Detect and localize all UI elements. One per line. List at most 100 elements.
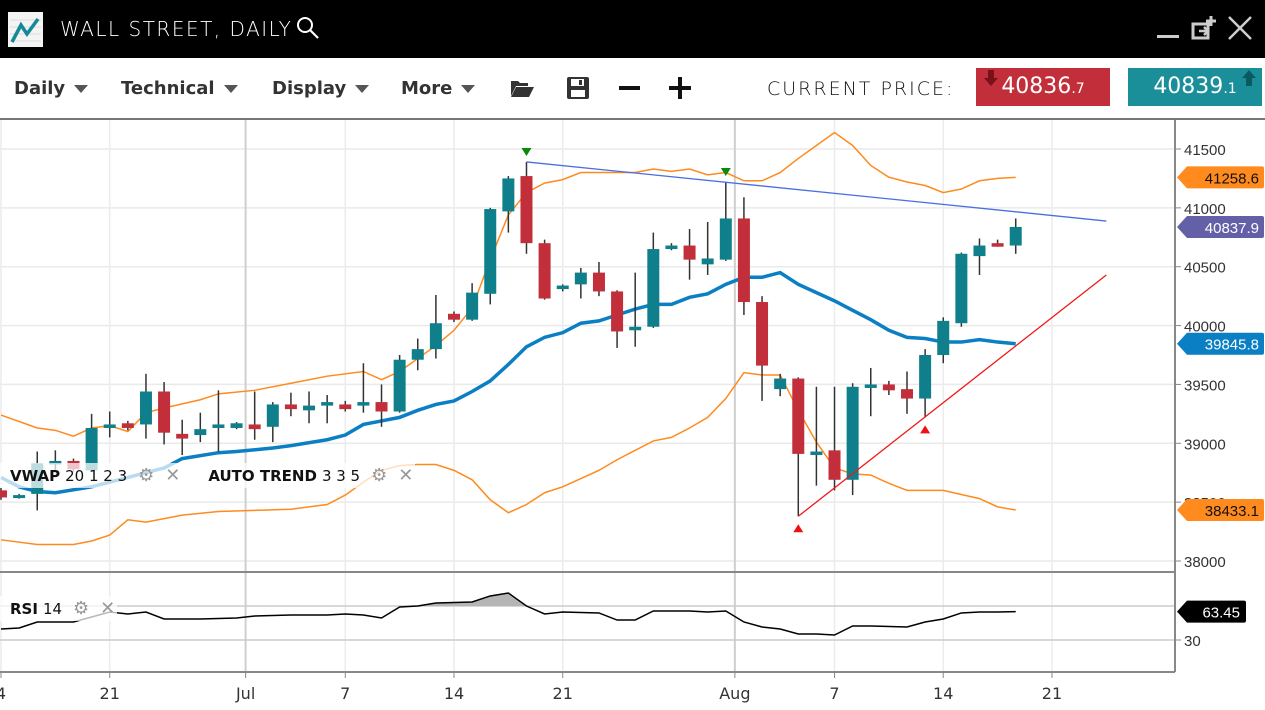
y-tick-label: 41000 xyxy=(1184,201,1226,218)
bid-price-fraction: .7 xyxy=(1071,81,1085,97)
ask-price-button[interactable]: 40839.1 xyxy=(1128,68,1262,106)
candle-up xyxy=(429,323,442,350)
candle-up xyxy=(937,320,950,355)
toolbar: Daily Technical Display More CURRENT PRI… xyxy=(0,58,1265,120)
candle-up xyxy=(212,424,225,428)
candle-down xyxy=(121,423,134,428)
vwap-legend: VWAP 20 1 2 3 ⚙ ✕ AUTO TREND 3 3 5 ⚙ ✕ xyxy=(0,463,416,488)
candle-up xyxy=(647,249,660,327)
vwap-line xyxy=(0,270,1016,495)
rsi-overbought-fill xyxy=(399,592,527,606)
y-tick-label: 40500 xyxy=(1184,260,1226,277)
current-price-label: CURRENT PRICE: xyxy=(767,78,955,100)
x-tick-label: 21 xyxy=(100,684,120,703)
candle-down xyxy=(375,402,388,412)
chart-logo-icon xyxy=(8,12,43,47)
price-label-value: 40837.9 xyxy=(1205,220,1259,237)
x-tick-label: 4 xyxy=(0,684,6,703)
candle-down xyxy=(611,291,624,332)
x-tick-label: 21 xyxy=(553,684,573,703)
more-menu[interactable]: More xyxy=(401,78,476,99)
price-label-tag xyxy=(1177,166,1264,189)
rsi-legend: RSI 14 ⚙ ✕ xyxy=(0,596,118,621)
y-tick-label: 38000 xyxy=(1184,554,1226,571)
candle-down xyxy=(901,389,913,399)
interval-menu[interactable]: Daily xyxy=(14,78,89,99)
search-icon[interactable] xyxy=(296,16,320,44)
gear-icon[interactable]: ⚙ xyxy=(73,598,90,619)
caret-down-icon xyxy=(355,85,370,93)
candles xyxy=(0,161,1022,517)
close-icon[interactable]: ✕ xyxy=(398,465,414,486)
close-icon[interactable]: ✕ xyxy=(100,598,116,619)
candle-up xyxy=(556,285,569,290)
peak-marker-icon xyxy=(720,167,731,176)
caret-down-icon xyxy=(74,85,89,93)
x-tick-label: 14 xyxy=(444,684,464,703)
candle-up xyxy=(502,178,515,212)
x-tick-label: 7 xyxy=(829,684,839,703)
ask-price-main: 40839 xyxy=(1153,74,1224,99)
candle-down xyxy=(248,424,261,430)
bid-price-button[interactable]: 40836.7 xyxy=(976,68,1110,106)
gear-icon[interactable]: ⚙ xyxy=(138,465,155,486)
candle-down xyxy=(284,404,297,410)
candle-up xyxy=(411,349,424,360)
window-title: WALL STREET, DAILY xyxy=(60,17,293,41)
folder-open-icon[interactable] xyxy=(509,75,535,105)
technical-menu[interactable]: Technical xyxy=(121,78,238,99)
price-label-value: 39845.8 xyxy=(1205,337,1259,354)
y-tick-label: 39500 xyxy=(1184,377,1226,394)
vwap-legend-name: VWAP xyxy=(10,466,61,485)
candle-up xyxy=(846,386,859,480)
resistance-trendline xyxy=(526,161,1107,222)
y-tick-label: 40000 xyxy=(1184,319,1226,336)
candle-down xyxy=(448,313,460,320)
rsi-legend-params: 14 xyxy=(42,599,63,618)
candle-down xyxy=(592,272,605,292)
arrow-down-icon xyxy=(984,70,998,86)
price-label-value: 41258.6 xyxy=(1205,170,1259,187)
candle-down xyxy=(339,404,352,410)
candle-up xyxy=(49,460,62,465)
zoom-out-icon[interactable] xyxy=(618,75,642,105)
candle-up xyxy=(629,326,642,331)
x-tick-label: Aug xyxy=(719,684,750,703)
caret-down-icon xyxy=(461,85,476,93)
close-icon[interactable]: ✕ xyxy=(165,465,181,486)
y-tick-label: 39000 xyxy=(1184,436,1226,453)
candle-up xyxy=(864,384,877,388)
candle-up xyxy=(701,258,714,265)
candle-up xyxy=(357,402,370,406)
candle-down xyxy=(756,302,769,366)
price-label-tag xyxy=(1177,332,1264,355)
display-menu-label: Display xyxy=(272,78,347,99)
zoom-in-icon[interactable] xyxy=(668,75,692,105)
gear-icon[interactable]: ⚙ xyxy=(371,465,388,486)
vwap-legend-params: 20 1 2 3 xyxy=(65,466,128,485)
candle-up xyxy=(393,359,406,412)
technical-menu-label: Technical xyxy=(121,78,215,99)
candle-up xyxy=(466,292,479,320)
candle-up xyxy=(574,272,587,285)
candle-down xyxy=(520,176,533,244)
price-chart[interactable]: 4150041000405004000039500390003850038000… xyxy=(0,120,1265,710)
close-icon[interactable] xyxy=(1226,14,1254,46)
trough-marker-icon xyxy=(793,524,804,533)
candle-up xyxy=(719,218,732,260)
popout-icon[interactable] xyxy=(1190,14,1218,46)
candle-up xyxy=(321,402,334,406)
axes: 4150041000405004000039500390003850038000… xyxy=(0,120,1264,703)
caret-down-icon xyxy=(223,85,238,93)
candle-up xyxy=(230,423,243,428)
candle-up xyxy=(13,495,26,499)
candle-up xyxy=(919,355,932,399)
save-icon[interactable] xyxy=(565,75,591,105)
candle-up xyxy=(266,404,279,427)
display-menu[interactable]: Display xyxy=(272,78,370,99)
candle-down xyxy=(828,450,841,480)
minimize-icon[interactable] xyxy=(1155,14,1181,44)
trend-overlays xyxy=(521,147,1107,533)
rsi-value: 63.45 xyxy=(1202,605,1240,622)
support-trendline xyxy=(797,274,1107,517)
